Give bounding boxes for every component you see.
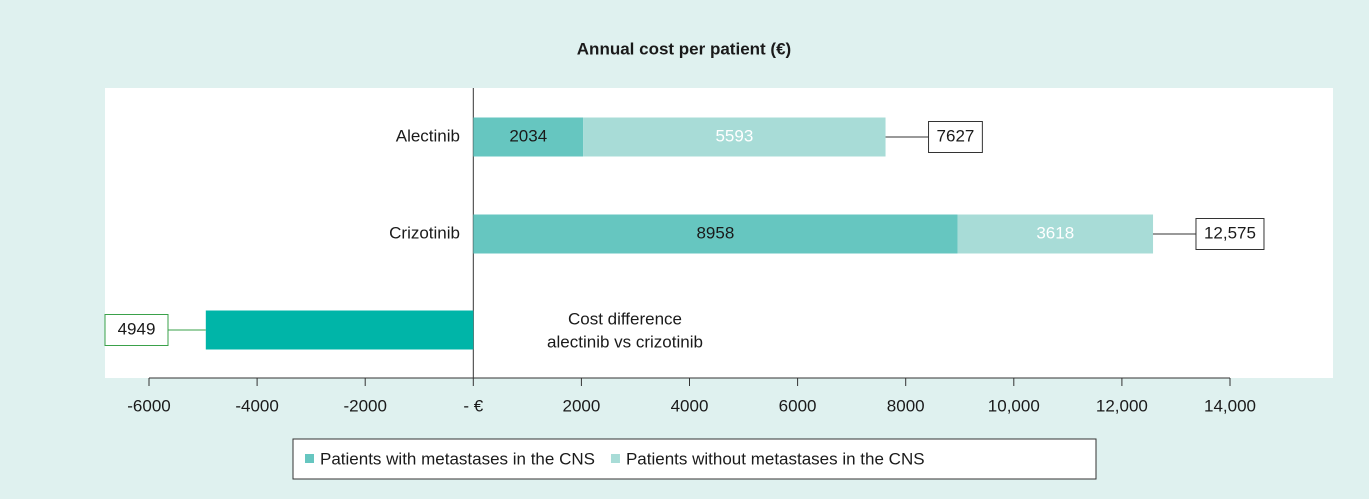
x-tick-label: 2000 [562, 396, 600, 415]
category-label: Crizotinib [389, 223, 460, 242]
bar-segment [473, 117, 584, 157]
chart-title: Annual cost per patient (€) [577, 39, 791, 58]
legend-label: Patients with metastases in the CNS [320, 449, 595, 468]
difference-box [104, 314, 169, 346]
difference-label: alectinib vs crizotinib [547, 332, 703, 351]
legend-box [292, 438, 1097, 480]
x-tick-label: - € [463, 396, 483, 415]
bar-segment [957, 214, 1154, 254]
segment-label: 2034 [509, 126, 547, 145]
segment-label: 3618 [1036, 223, 1074, 242]
total-box [928, 121, 983, 153]
segment-label: 8958 [696, 223, 734, 242]
x-tick-label: -4000 [235, 396, 278, 415]
bar-segment [583, 117, 886, 157]
category-label: Alectinib [396, 126, 460, 145]
difference-value-label: 4949 [118, 319, 156, 338]
difference-bar [205, 310, 474, 350]
legend-swatch [610, 454, 620, 463]
x-tick-label: 10,000 [988, 396, 1040, 415]
x-tick-label: -6000 [127, 396, 170, 415]
total-label: 12,575 [1204, 223, 1256, 242]
legend-label: Patients without metastases in the CNS [626, 449, 925, 468]
segment-label: 5593 [715, 126, 753, 145]
x-tick-label: -2000 [343, 396, 386, 415]
x-tick-label: 8000 [887, 396, 925, 415]
total-label: 7627 [937, 126, 975, 145]
difference-label: Cost difference [568, 309, 682, 328]
total-box [1195, 218, 1265, 250]
legend-swatch [305, 454, 314, 463]
x-tick-label: 4000 [671, 396, 709, 415]
bar-segment [473, 214, 958, 254]
x-tick-label: 14,000 [1204, 396, 1256, 415]
x-tick-label: 6000 [779, 396, 817, 415]
x-tick-label: 12,000 [1096, 396, 1148, 415]
